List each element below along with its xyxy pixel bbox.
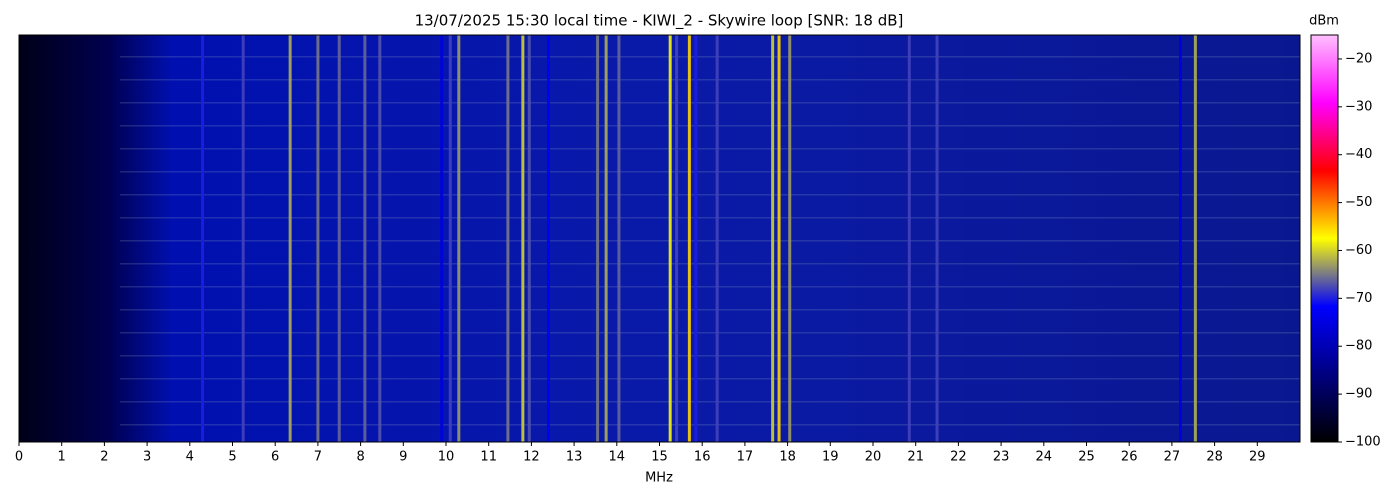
signal [596,35,600,442]
x-tick-label: 25 [1078,450,1095,465]
colorbar-tick-label: −60 [1345,243,1372,258]
x-tick-label: 9 [399,450,407,465]
signal [288,35,292,442]
signal [378,35,382,442]
x-tick-label: 19 [822,450,839,465]
signal [363,35,367,442]
x-tick-label: 24 [1036,450,1053,465]
x-tick-label: 1 [58,450,66,465]
x-tick-label: 20 [865,450,882,465]
chart-title: 13/07/2025 15:30 local time - KIWI_2 - S… [415,12,904,31]
x-tick-label: 10 [438,450,455,465]
signal [521,35,525,442]
x-tick-label: 7 [314,450,322,465]
signal [675,35,679,442]
x-tick-label: 18 [779,450,796,465]
x-tick-label: 29 [1249,450,1266,465]
x-tick-label: 15 [651,450,668,465]
colorbar-tick-label: −70 [1345,291,1372,306]
signal [201,35,205,442]
signal [777,35,781,442]
signal [241,35,245,442]
x-tick-label: 22 [950,450,967,465]
colorbar-label: dBm [1309,14,1339,29]
signal [316,35,320,442]
x-tick-label: 8 [356,450,364,465]
signal [604,35,608,442]
x-tick-label: 4 [186,450,194,465]
x-axis-label: MHz [645,471,673,486]
signal [771,35,775,442]
x-tick-label: 21 [907,450,924,465]
signal [448,35,452,442]
x-tick-label: 0 [15,450,23,465]
x-tick-label: 28 [1206,450,1223,465]
signal [694,35,698,442]
signal [617,35,621,442]
x-tick-label: 3 [143,450,151,465]
colorbar-tick-label: −40 [1345,147,1372,162]
x-tick-label: 27 [1164,450,1181,465]
signal [457,35,461,442]
x-tick-label: 13 [566,450,583,465]
x-tick-label: 6 [271,450,279,465]
colorbar [1310,34,1339,443]
x-tick-label: 11 [480,450,497,465]
x-tick-label: 12 [523,450,540,465]
x-tick-label: 16 [694,450,711,465]
signal [1178,35,1182,442]
colorbar-tick-label: −80 [1345,339,1372,354]
x-tick-label: 23 [993,450,1010,465]
signal [506,35,510,442]
colorbar-tick-label: −20 [1345,51,1372,66]
colorbar-tick-label: −100 [1345,435,1381,450]
signal [337,35,341,442]
signal [668,35,672,442]
signal [935,35,939,442]
signal [907,35,911,442]
signal [546,35,550,442]
noise-rows [120,35,1300,442]
colorbar-tick-label: −30 [1345,99,1372,114]
colorbar-tick-label: −50 [1345,195,1372,210]
x-tick-label: 26 [1121,450,1138,465]
signal [687,35,691,442]
x-tick-label: 14 [609,450,626,465]
signal [1193,35,1197,442]
x-tick-label: 5 [228,450,236,465]
colorbar-tick-label: −90 [1345,387,1372,402]
signal [440,35,444,442]
x-tick-label: 2 [100,450,108,465]
signal [527,35,531,442]
x-tick-label: 17 [737,450,754,465]
signal [715,35,719,442]
signal [788,35,792,442]
